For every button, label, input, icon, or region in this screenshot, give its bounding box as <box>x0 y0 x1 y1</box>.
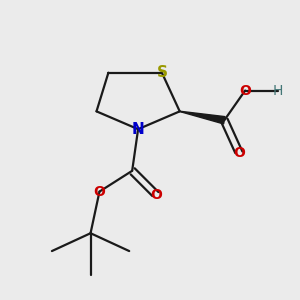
Text: O: O <box>239 84 251 98</box>
Text: H: H <box>273 84 283 98</box>
Text: O: O <box>94 184 105 199</box>
Text: O: O <box>233 146 245 160</box>
Text: N: N <box>132 122 145 137</box>
Text: O: O <box>150 188 162 202</box>
Polygon shape <box>180 111 225 124</box>
Text: S: S <box>156 65 167 80</box>
